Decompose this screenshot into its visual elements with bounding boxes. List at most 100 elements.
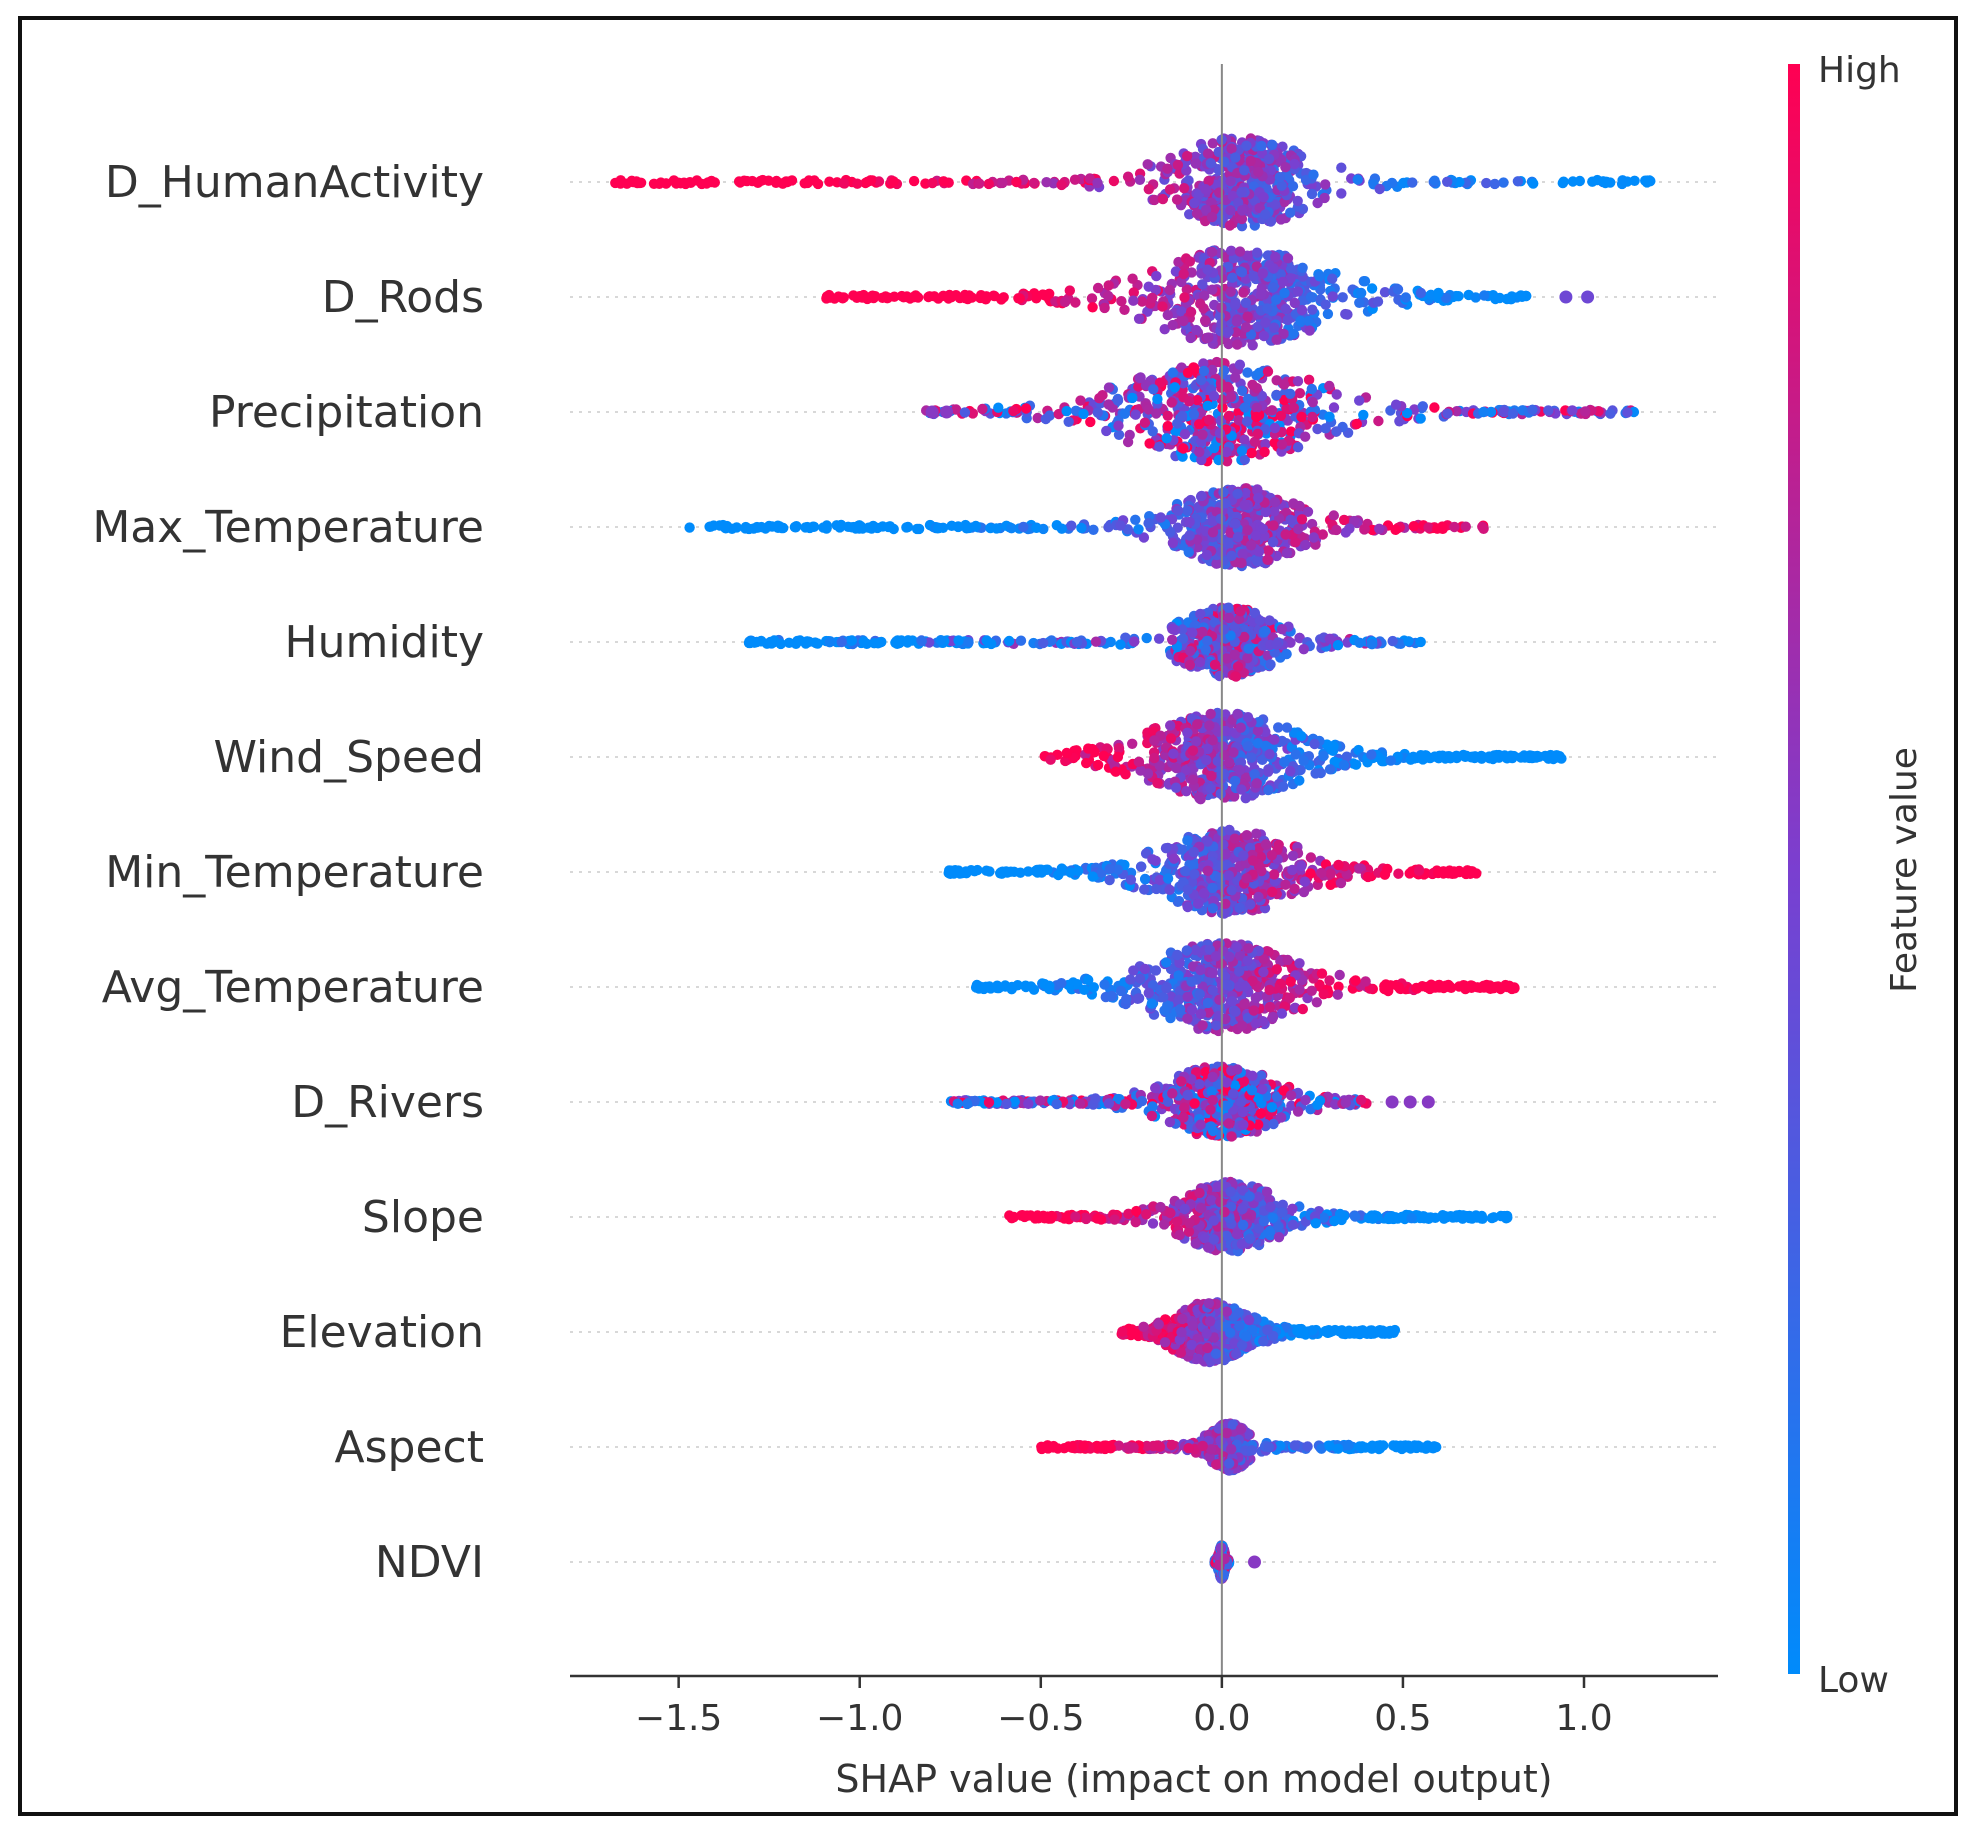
shap-dot-Precipitation [1177,410,1188,422]
figure-frame [18,16,1958,1816]
shap-dot-Humidity [1265,659,1276,670]
shap-dot-Min_Temperature [1238,850,1249,861]
shap-dot-D_Rods [1505,293,1516,305]
shap-dot-Precipitation [1085,416,1096,428]
shap-dot-Wind_Speed [1187,774,1199,785]
shap-dot-D_Rods [1162,309,1174,321]
shap-dot-D_Rods [1064,285,1076,296]
shap-dot-Max_Temperature [1211,558,1222,569]
shap-dot-Wind_Speed [1242,712,1254,723]
shap-dot-D_HumanActivity [1157,193,1169,205]
shap-dot-Precipitation [1221,446,1232,458]
shap-dot-Precipitation [1119,408,1131,419]
shap-dot-Precipitation [1442,408,1453,419]
shap-dot-Precipitation [1242,393,1254,404]
shap-dot-Max_Temperature [1294,500,1305,512]
shap-dot-D_HumanActivity [1181,150,1193,162]
shap-dot-Wind_Speed [1350,759,1362,770]
shap-dot-Avg_Temperature [1207,985,1218,996]
shap-dot-Max_Temperature [834,522,845,533]
shap-dot-Precipitation [1266,405,1278,416]
shap-dot-Avg_Temperature [1128,965,1139,976]
shap-dot-D_Rods [833,291,844,302]
shap-dot-D_HumanActivity [812,178,824,190]
shap-dot-Humidity [1209,659,1221,670]
shap-dot-Precipitation [967,408,978,419]
shap-dot-D_HumanActivity [1069,174,1081,185]
shap-dot-D_Rods [1127,273,1138,284]
shap-dot-Precipitation [1236,445,1248,456]
shap-dot-Min_Temperature [1393,868,1404,879]
shap-dot-Precipitation [1208,390,1220,402]
shap-dot-Max_Temperature [1242,525,1253,536]
shap-dot-Min_Temperature [1162,873,1174,884]
shap-dot-Precipitation [1147,426,1158,437]
shap-dot-Precipitation [1032,412,1043,424]
shap-dot-D_HumanActivity [1407,177,1418,188]
shap-dot-Avg_Temperature [1297,1003,1309,1015]
shap-dot-Humidity [1194,656,1206,668]
shap-dot-Precipitation [1225,391,1237,403]
shap-dot-Humidity [1294,632,1305,644]
shap-dot-Wind_Speed [1385,755,1397,766]
shap-dot-Avg_Temperature [1025,981,1037,992]
shap-dot-Wind_Speed [1149,752,1160,764]
shap-dot-Precipitation [1192,394,1203,406]
shap-dot-D_Rods [1176,306,1187,317]
shap-dot-Avg_Temperature [1221,979,1233,991]
shap-dot-Avg_Temperature [1385,980,1396,991]
shap-dot-Precipitation [1154,441,1165,452]
shap-dot-Avg_Temperature [980,981,991,993]
shap-dot-D_HumanActivity [997,177,1008,189]
shap-dot-Precipitation [1242,367,1253,378]
shap-dot-Precipitation [1429,402,1440,413]
shap-dot-Precipitation [1331,389,1342,400]
shap-dot-Wind_Speed [1264,749,1275,760]
shap-dot-Precipitation [1214,428,1226,439]
shap-dot-Precipitation [1303,374,1315,385]
shap-dot-Precipitation [1292,376,1304,387]
shap-dot-D_HumanActivity [1336,162,1347,173]
shap-dot-Max_Temperature [1196,490,1207,502]
shap-dot-Avg_Temperature [1006,984,1017,995]
shap-dot-Max_Temperature [1285,514,1296,525]
shap-dot-Max_Temperature [1232,488,1243,499]
shap-dot-Min_Temperature [1164,884,1175,895]
shap-dot-D_HumanActivity [1224,220,1236,231]
shap-dot-Humidity [1324,633,1336,644]
shap-dot-D_HumanActivity [1184,209,1195,220]
shap-dot-Humidity [1177,633,1189,644]
shap-dot-D_Rods [1252,321,1263,332]
shap-dot-D_HumanActivity [1489,178,1501,190]
shap-dot-D_Rods [1247,340,1258,351]
shap-dot-Humidity [1232,661,1244,672]
shap-dot-Precipitation [1218,365,1230,376]
shap-dot-Avg_Temperature [1099,979,1110,990]
shap-dot-Min_Temperature [1299,876,1311,887]
shap-dot-Max_Temperature [1006,523,1017,534]
shap-dot-Min_Temperature [1245,899,1256,910]
shap-dot-Humidity [953,635,964,646]
shap-dot-Max_Temperature [778,522,789,534]
shap-dot-Avg_Temperature [1182,991,1193,1002]
shap-dot-Wind_Speed [1366,749,1377,760]
shap-dot-D_HumanActivity [1011,176,1022,188]
shap-dot-Humidity [1153,633,1165,644]
shap-dot-Max_Temperature [740,521,751,533]
shap-dot-Max_Temperature [1066,520,1077,531]
shap-dot-D_Rods [962,293,973,305]
shap-dot-Precipitation [1198,358,1209,369]
shap-dot-D_Rods [1415,287,1427,299]
shap-dot-Min_Temperature [1379,869,1391,880]
shap-dot-D_Rods [1178,268,1189,280]
shap-dot-Wind_Speed [1193,791,1205,803]
shap-dot-D_HumanActivity [1225,205,1236,216]
shap-dot-Max_Temperature [1222,537,1234,548]
shap-dot-Precipitation [1223,410,1235,422]
shap-dot-Precipitation [1063,416,1074,427]
shap-dot-Precipitation [1249,436,1261,447]
shap-dot-Max_Temperature [1269,497,1281,508]
shap-dot-Wind_Speed [1249,769,1260,780]
shap-dot-Humidity [1141,632,1152,644]
shap-dot-Max_Temperature [1293,523,1304,535]
